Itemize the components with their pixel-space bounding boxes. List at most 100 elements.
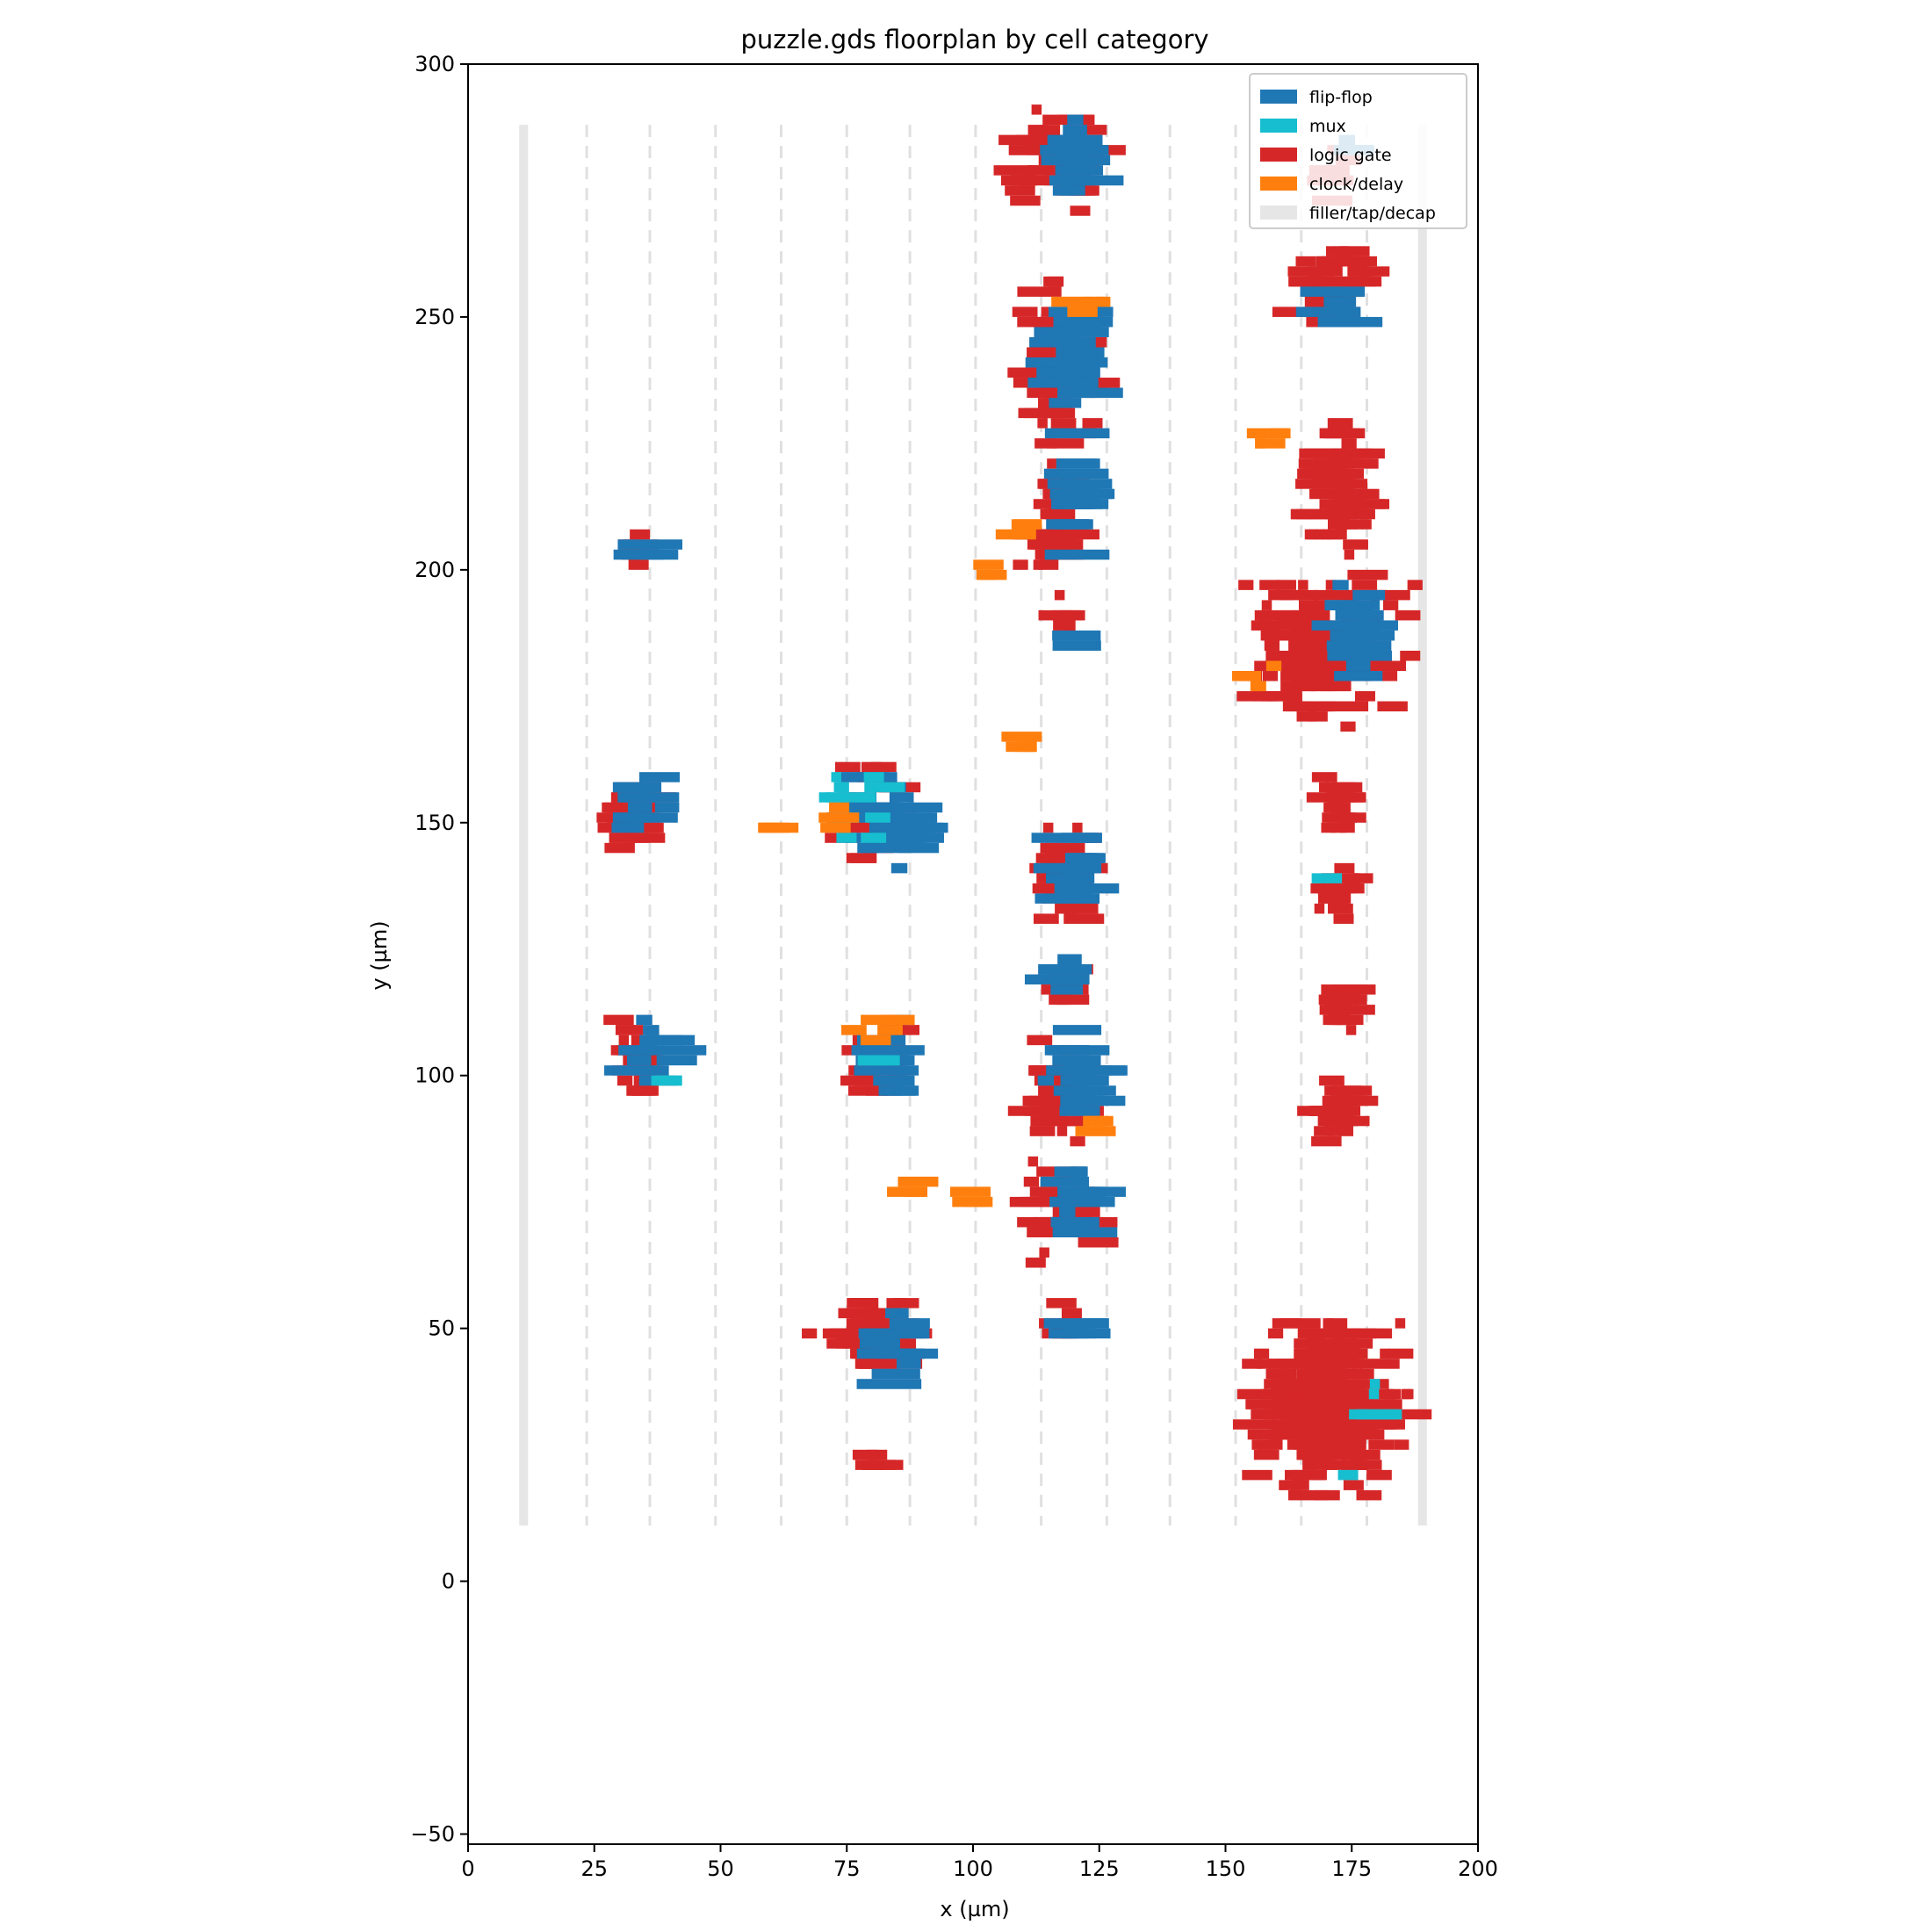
cell-logic-gate [1042, 114, 1073, 126]
cell-logic-gate [628, 559, 649, 570]
cell-flip-flop [1038, 964, 1079, 975]
cell-logic-gate [1401, 1388, 1412, 1400]
cell-logic-gate [1336, 1328, 1377, 1339]
cell-logic-gate [1391, 1409, 1432, 1420]
cell-logic-gate [1238, 580, 1254, 590]
cell-clock-delay [1075, 1126, 1116, 1136]
cell-logic-gate [1305, 640, 1346, 651]
cell-flip-flop [1049, 398, 1082, 408]
cell-flip-flop [896, 1359, 921, 1369]
cell-logic-gate [1304, 529, 1325, 540]
cell-logic-gate [1316, 1368, 1332, 1380]
cell-clock-delay [1011, 519, 1042, 530]
legend-label-mux: mux [1309, 117, 1346, 136]
cell-logic-gate [1341, 681, 1352, 692]
cell-logic-gate [1331, 1338, 1342, 1349]
cell-flip-flop [1047, 479, 1113, 489]
cell-logic-gate [1040, 842, 1061, 854]
cell-flip-flop [1040, 1176, 1089, 1187]
cell-logic-gate [1337, 488, 1368, 500]
cell-logic-gate [1017, 286, 1043, 297]
cell-flip-flop [1070, 134, 1103, 146]
cell-flip-flop [873, 1075, 906, 1086]
cell-logic-gate [894, 1338, 910, 1349]
cell-logic-gate [1037, 418, 1048, 429]
cell-logic-gate [1324, 782, 1356, 793]
cell-logic-gate [1295, 650, 1312, 661]
cell-logic-gate [856, 1359, 898, 1369]
y-tick-label: 0 [442, 1569, 455, 1594]
cell-logic-gate [616, 1075, 633, 1086]
cell-logic-gate [1300, 1368, 1316, 1380]
cell-flip-flop [1033, 357, 1098, 368]
cell-logic-gate [1309, 488, 1335, 500]
x-tick-label: 100 [953, 1856, 993, 1881]
cell-flip-flop [656, 1055, 697, 1066]
cell-clock-delay [1250, 681, 1261, 692]
x-tick-label: 0 [461, 1856, 474, 1881]
cell-logic-gate [861, 1318, 887, 1329]
cell-logic-gate [1327, 468, 1337, 479]
cell-logic-gate [596, 812, 627, 823]
cell-logic-gate [1289, 276, 1316, 287]
cell-clock-delay [818, 812, 860, 823]
cell-mux [1356, 1409, 1397, 1420]
cell-logic-gate [1054, 842, 1085, 854]
cell-flip-flop [1334, 671, 1383, 681]
cell-flip-flop [1052, 1025, 1102, 1035]
cell-logic-gate [1039, 1095, 1060, 1107]
cell-logic-gate [1327, 1379, 1368, 1389]
cell-logic-gate [1040, 125, 1061, 135]
cell-logic-gate [1322, 812, 1352, 823]
cell-flip-flop [860, 1045, 925, 1056]
cell-flip-flop [627, 802, 652, 813]
cell-logic-gate [869, 1308, 881, 1319]
cell-clock-delay [1255, 438, 1265, 449]
cell-logic-gate [1344, 549, 1355, 560]
cell-logic-gate [1261, 1388, 1282, 1400]
cell-logic-gate [1328, 903, 1353, 914]
cell-flip-flop [1062, 134, 1086, 146]
cell-logic-gate [1301, 1419, 1343, 1430]
cell-logic-gate [1369, 589, 1410, 601]
cell-logic-gate [1348, 1379, 1389, 1389]
cell-mux [1311, 873, 1343, 883]
cell-logic-gate [1036, 873, 1052, 883]
cell-logic-gate [1306, 792, 1347, 803]
cell-logic-gate [1061, 1308, 1082, 1319]
cell-logic-gate [1316, 630, 1333, 641]
cell-logic-gate [631, 1034, 642, 1046]
cell-logic-gate [1332, 1439, 1364, 1450]
cell-logic-gate [1311, 276, 1322, 287]
cell-flip-flop [617, 539, 683, 550]
cell-flip-flop [1061, 185, 1085, 196]
cell-logic-gate [1022, 1095, 1049, 1107]
cell-flip-flop [1040, 336, 1056, 348]
cell-flip-flop [1063, 347, 1097, 357]
y-tick-label: 50 [428, 1316, 455, 1341]
cell-flip-flop [1074, 387, 1123, 399]
cell-logic-gate [1264, 640, 1280, 651]
cell-logic-gate [1038, 559, 1059, 570]
cell-flip-flop [898, 1075, 915, 1086]
cell-flip-flop [1078, 1186, 1094, 1197]
cell-flip-flop [1071, 488, 1113, 500]
cell-clock-delay [898, 1176, 939, 1187]
cell-flip-flop [1335, 609, 1384, 621]
cell-clock-delay [1083, 296, 1108, 307]
cell-logic-gate [1381, 671, 1398, 681]
cell-flip-flop [1071, 165, 1089, 176]
cell-clock-delay [758, 822, 799, 833]
cell-flip-flop [1300, 286, 1366, 297]
cell-logic-gate [1057, 539, 1084, 550]
legend-swatch-flip-flop [1260, 90, 1297, 104]
cell-logic-gate [1295, 256, 1316, 267]
cell-logic-gate [1286, 660, 1327, 672]
cell-logic-gate [1319, 1075, 1344, 1086]
cell-flip-flop [1043, 1318, 1109, 1329]
cell-flip-flop [834, 772, 860, 782]
cell-logic-gate [1344, 1106, 1361, 1116]
cell-logic-gate [1027, 1227, 1068, 1237]
cell-flip-flop [885, 1308, 902, 1319]
x-tick-label: 175 [1331, 1856, 1372, 1881]
